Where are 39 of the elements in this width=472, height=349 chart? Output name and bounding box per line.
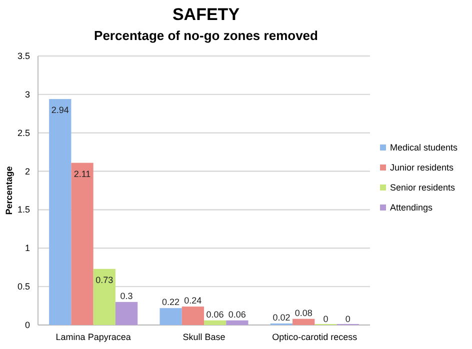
y-axis-title: Percentage: [4, 166, 14, 215]
bar: [182, 306, 204, 325]
bar: [49, 99, 72, 325]
y-tick-label: 1: [24, 243, 30, 254]
legend-label: Senior residents: [390, 182, 456, 192]
data-label: 0.73: [96, 274, 114, 285]
x-tick-label: Optico-carotid recess: [272, 332, 358, 342]
data-label: 0.24: [184, 296, 202, 306]
x-tick-label: Skull Base: [182, 332, 226, 342]
data-label: 2.94: [51, 105, 69, 116]
data-label: 0: [345, 314, 350, 324]
bar: [160, 308, 182, 325]
data-label: 0.08: [294, 308, 312, 318]
y-tick-label: 3: [24, 89, 30, 100]
data-label: 0.06: [228, 309, 246, 320]
y-tick-label: 2.5: [17, 128, 30, 138]
chart-subtitle: Percentage of no-go zones removed: [94, 28, 318, 43]
y-tick-label: 2: [24, 166, 30, 176]
x-tick-label: Lamina Papyracea: [56, 332, 131, 342]
bar: [115, 302, 138, 325]
data-label: 0.22: [162, 297, 180, 308]
bar: [204, 320, 226, 325]
data-label: 0.3: [120, 290, 133, 301]
legend-label: Attendings: [390, 202, 434, 212]
legend-label: Junior residents: [390, 162, 454, 172]
legend-label: Medical students: [390, 142, 458, 152]
y-tick-label: 0.5: [17, 282, 30, 292]
data-label: 0.06: [206, 309, 224, 320]
data-label: 2.11: [74, 168, 91, 179]
bar: [226, 320, 248, 325]
chart-title: SAFETY: [172, 5, 240, 24]
bar: [292, 318, 315, 325]
bar: [71, 162, 94, 325]
data-label: 0: [323, 314, 328, 324]
y-tick-label: 0: [24, 320, 30, 330]
y-tick-label: 1.5: [17, 204, 30, 215]
data-label: 0.02: [272, 312, 290, 322]
bar: [93, 268, 116, 325]
y-tick-label: 3.5: [17, 51, 30, 61]
